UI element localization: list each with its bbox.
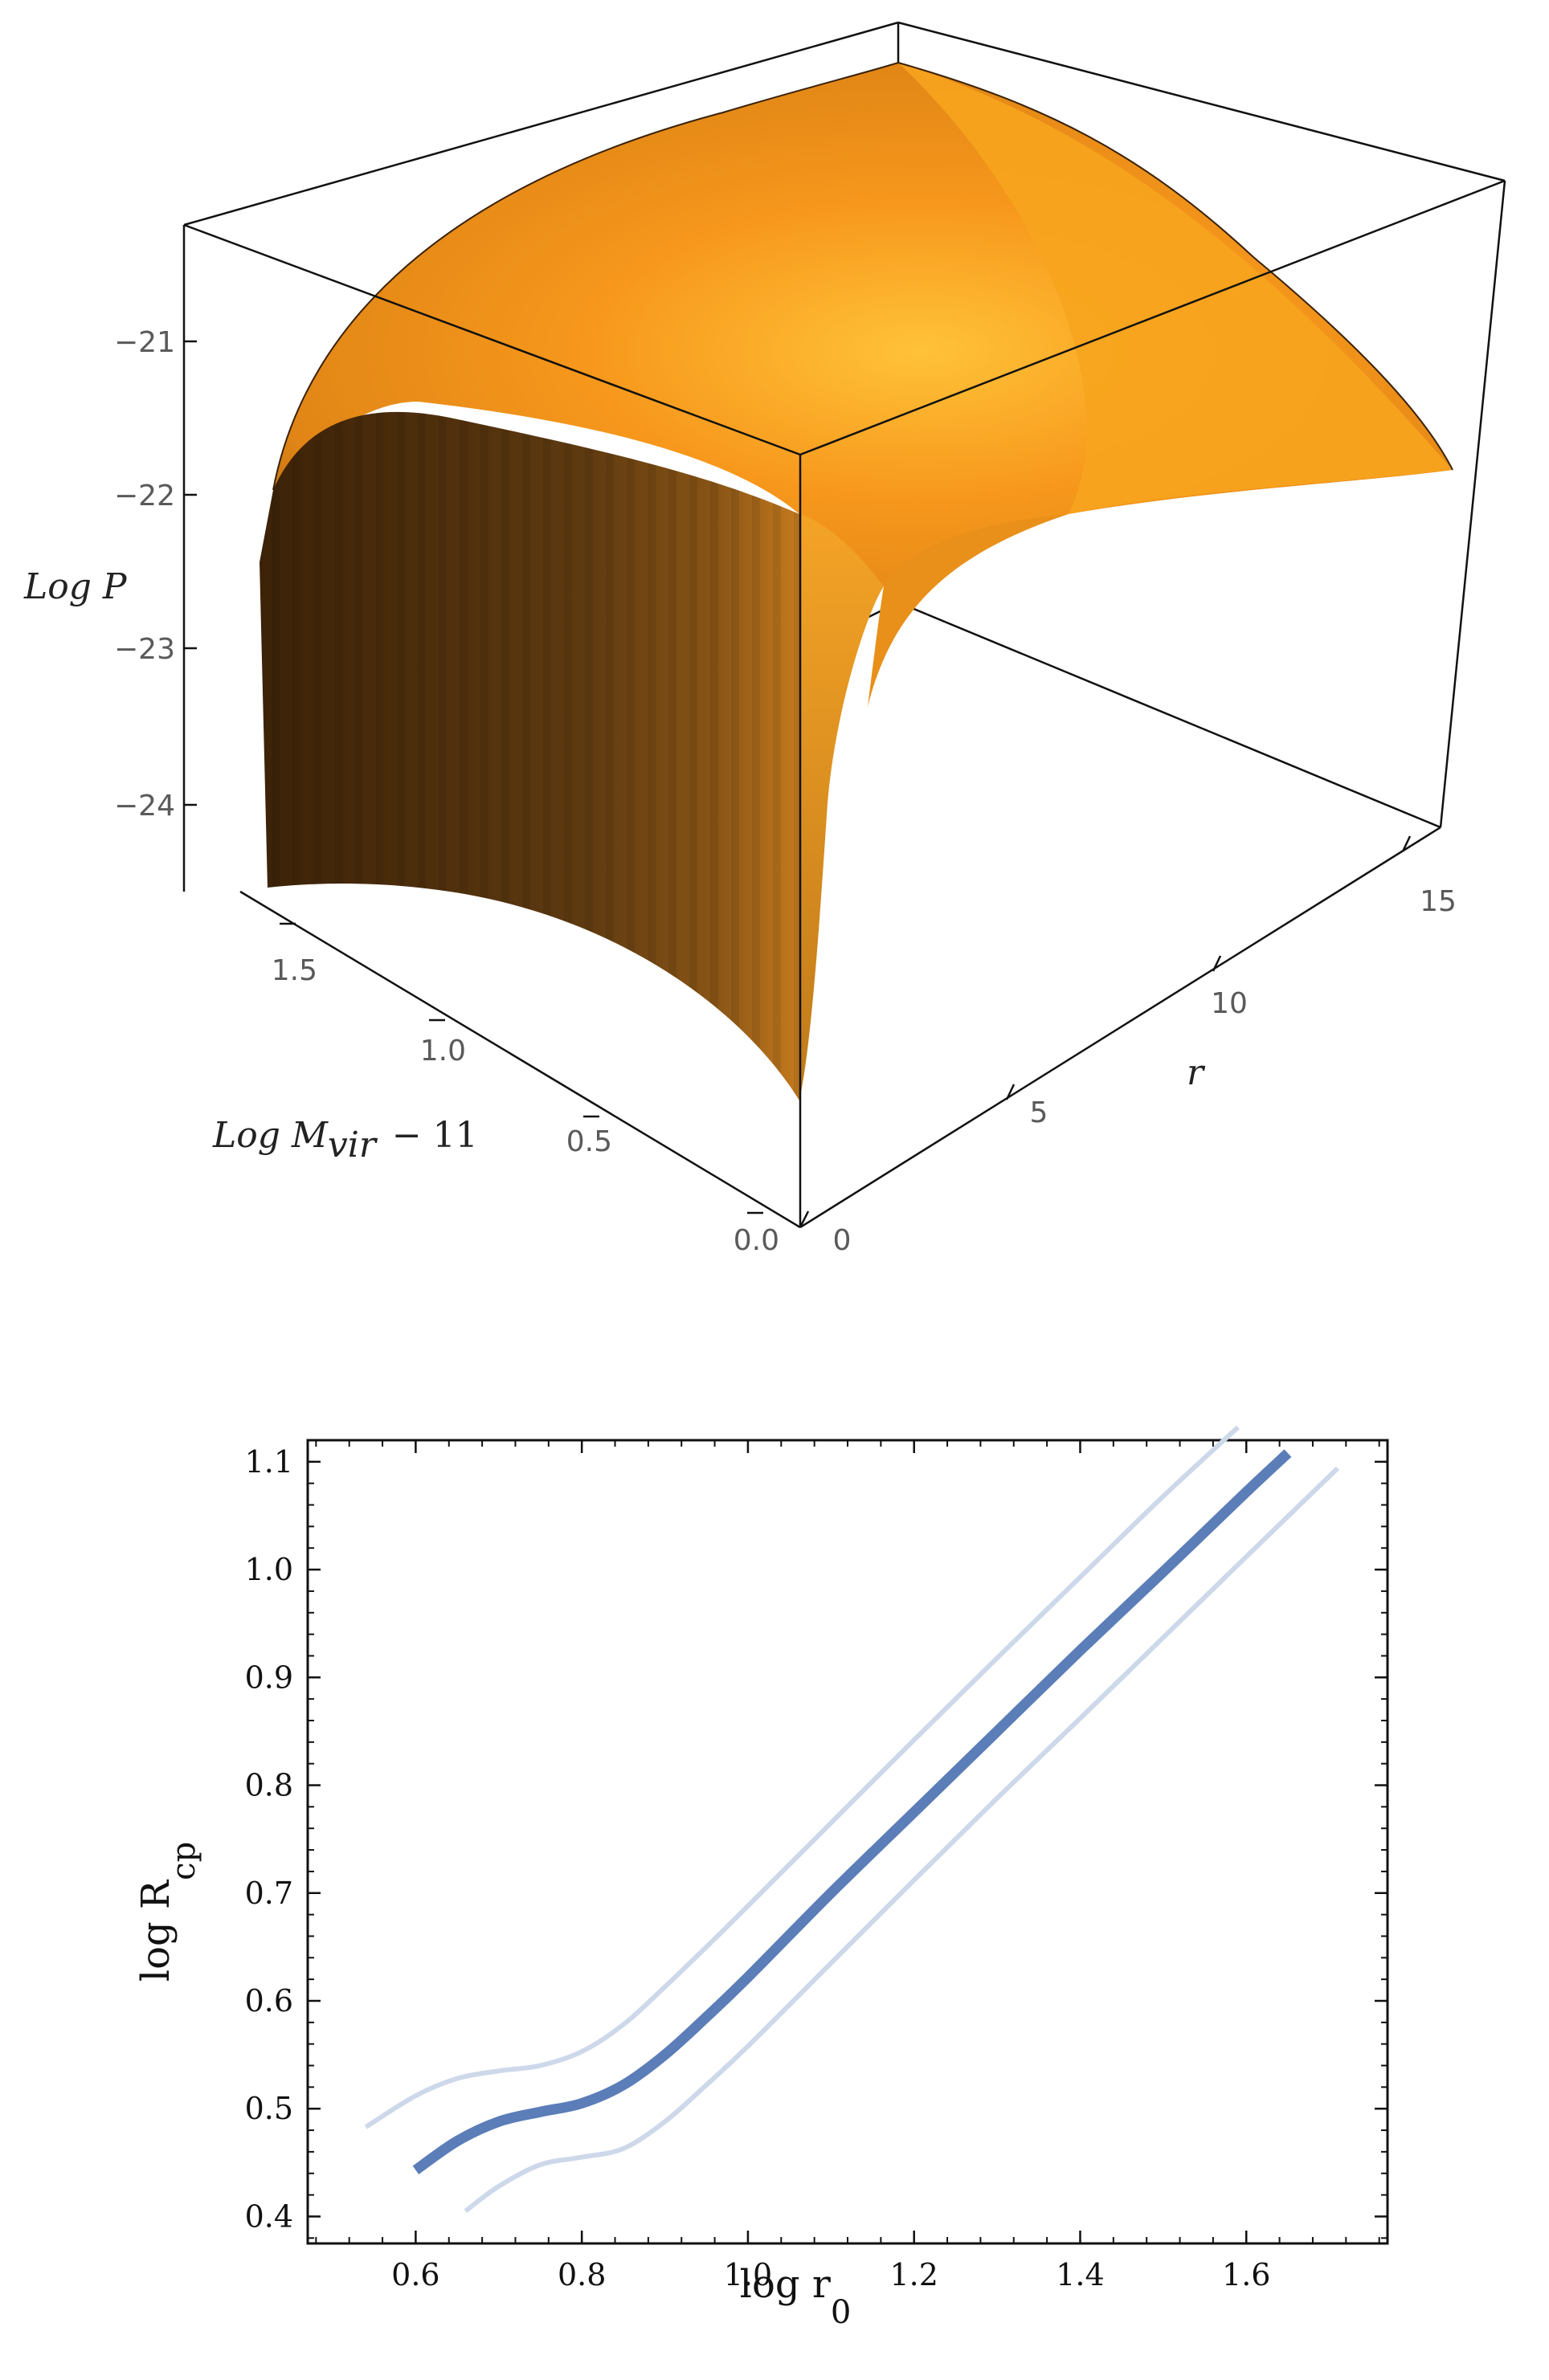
z-tick-label: −22 (114, 480, 175, 512)
plot-border (306, 1439, 1389, 2245)
surface (260, 61, 1453, 1100)
y-tick-label: 0.4 (245, 2198, 293, 2234)
z-axis-label: Log P (23, 566, 128, 607)
y-tick-label: 0.5 (566, 1125, 612, 1158)
z-tick-label: −21 (114, 326, 175, 359)
y-axis-label-main: Log M (212, 1115, 329, 1156)
y-axis-label-main: log R (133, 1879, 178, 1982)
plot-frame (306, 1439, 1389, 2245)
plot-ticks: 0.6 0.8 1.0 1.2 1.4 1.6 0.4 0.5 0.6 0.7 0.8 0.9 1.0 1… (245, 1440, 1388, 2292)
x-axis-label-sub: 0 (831, 2294, 851, 2331)
x-tick-label: 5 (1030, 1096, 1048, 1129)
y-axis: 1.5 1.0 0.5 0.0 Log Mvir − 11 (212, 922, 779, 1257)
y-tick-label: 1.0 (420, 1035, 466, 1068)
x-tick-label: 0 (833, 1224, 852, 1257)
y-tick-label: 0.8 (245, 1768, 293, 1803)
y-tick-label: 1.5 (272, 954, 317, 987)
y-tick-label: 0.5 (245, 2091, 293, 2126)
box-front-edges (182, 179, 1506, 1229)
x-tick-label: 10 (1211, 987, 1248, 1020)
y-tick-label: 0.9 (245, 1659, 293, 1695)
x-tick-label: 1.4 (1056, 2257, 1104, 2292)
line-plot-2d: 0.6 0.8 1.0 1.2 1.4 1.6 0.4 0.5 0.6 0.7 0.8 0.9 1.0 1… (133, 1425, 1389, 2331)
y-axis-label-sub: cp (166, 1842, 202, 1880)
x-tick-label: 1.6 (1222, 2257, 1270, 2292)
y-axis-label-sub: vir (328, 1125, 378, 1166)
y-tick-label: 0.7 (245, 1876, 293, 1911)
surface-right-wing (898, 63, 1453, 514)
y-axis-label: Log Mvir − 11 (212, 1115, 478, 1166)
x-tick-label: 15 (1420, 885, 1457, 918)
surface-inner-wall (799, 514, 884, 1100)
x-axis: 0 5 10 15 r (799, 835, 1457, 1257)
y-axis-label: log Rcp (133, 1842, 202, 1982)
x-tick-label: 1.2 (889, 2257, 938, 2292)
surface-plot-3d: −21 −22 −23 −24 Log P 1.5 1.0 0.5 0.0 Lo… (23, 21, 1506, 1257)
x-axis-label: r (1187, 1052, 1206, 1093)
y-tick-label: 0.6 (245, 1983, 293, 2019)
z-tick-label: −23 (114, 633, 175, 666)
z-tick-label: −24 (114, 790, 175, 823)
series-band-line (464, 1466, 1340, 2214)
x-axis-label: log r0 (740, 2262, 852, 2331)
y-axis-label-suffix: − 11 (392, 1115, 478, 1156)
x-tick-label: 0.8 (558, 2257, 606, 2292)
y-tick-label: 1.0 (245, 1552, 293, 1587)
series-band-line (364, 1425, 1240, 2129)
y-tick-label: 1.1 (245, 1444, 293, 1480)
series-main-line (412, 1449, 1292, 2175)
x-axis-label-main: log r (740, 2262, 831, 2307)
z-axis: −21 −22 −23 −24 Log P (23, 326, 197, 823)
x-tick-label: 1.0 (724, 2257, 772, 2292)
plot-series (364, 1425, 1340, 2214)
y-tick-label: 0.0 (734, 1224, 779, 1257)
x-tick-label: 0.6 (391, 2257, 439, 2292)
